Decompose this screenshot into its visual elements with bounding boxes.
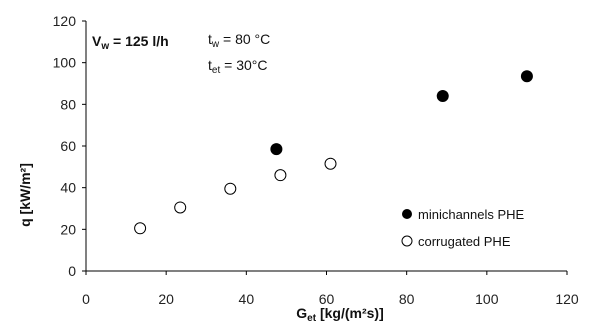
x-tick-label: 40 xyxy=(239,291,255,307)
x-tick-label: 100 xyxy=(475,291,499,307)
corrugated-point xyxy=(135,223,146,234)
minichannels-point xyxy=(270,143,282,155)
y-axis-label: q [kW/m²] xyxy=(17,163,33,227)
x-tick-label: 20 xyxy=(158,291,174,307)
y-tick-label: 120 xyxy=(53,13,77,29)
y-tick-label: 20 xyxy=(60,221,76,237)
annotation-flow-rate: Vw = 125 l/h xyxy=(92,33,169,52)
y-tick-label: 40 xyxy=(60,180,76,196)
y-tick-label: 0 xyxy=(68,263,76,279)
legend-label-minichannels: minichannels PHE xyxy=(418,207,525,222)
legend-marker-corrugated xyxy=(402,236,412,246)
x-axis-label: Get [kg/(m²s)] xyxy=(296,305,383,324)
corrugated-point xyxy=(275,170,286,181)
legend: minichannels PHE corrugated PHE xyxy=(402,207,525,249)
y-tick-label: 60 xyxy=(60,138,76,154)
annotation-water-temperature: tw = 80 °C xyxy=(208,31,270,50)
x-tick-label: 80 xyxy=(399,291,415,307)
x-tick-label: 120 xyxy=(555,291,579,307)
minichannels-point xyxy=(437,90,449,102)
y-tick-label: 100 xyxy=(53,55,77,71)
corrugated-point xyxy=(225,183,236,194)
x-tick-label: 0 xyxy=(82,291,90,307)
y-tick-label: 80 xyxy=(60,96,76,112)
annotation-evaporation-temperature: tet = 30°C xyxy=(208,57,267,76)
corrugated-point xyxy=(175,202,186,213)
legend-label-corrugated: corrugated PHE xyxy=(418,234,511,249)
corrugated-point xyxy=(325,158,336,169)
minichannels-point xyxy=(521,70,533,82)
legend-marker-minichannels xyxy=(402,209,412,219)
